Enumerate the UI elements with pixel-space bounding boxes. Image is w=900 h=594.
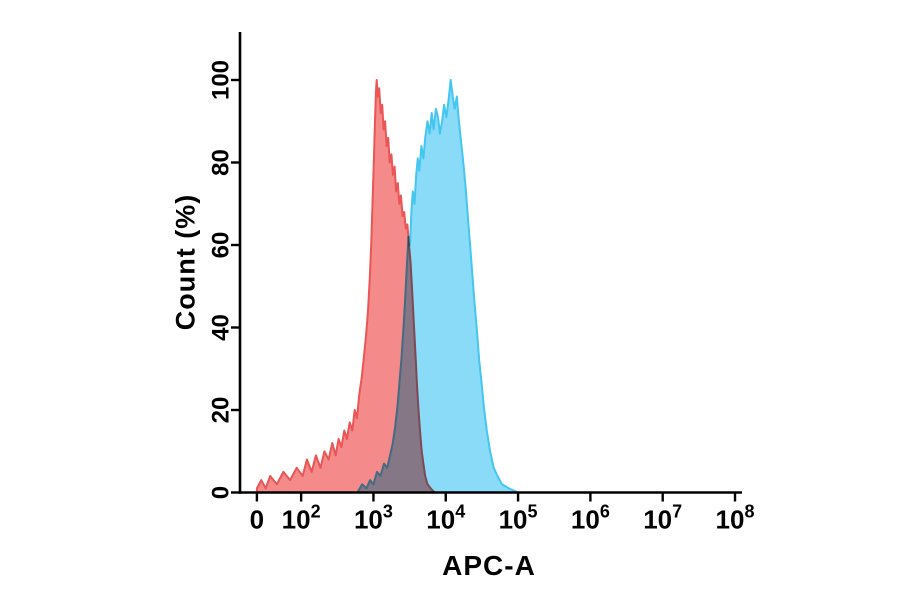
y-tick-label: 80 bbox=[207, 149, 234, 176]
x-tick-label: 107 bbox=[643, 502, 682, 535]
x-axis-title: APC-A bbox=[442, 550, 536, 581]
y-tick-label: 0 bbox=[207, 486, 234, 499]
series-group bbox=[255, 79, 520, 494]
x-tick-label: 105 bbox=[499, 502, 538, 535]
y-axis-title: Count (%) bbox=[170, 193, 201, 331]
x-tick-label: 0 bbox=[250, 505, 264, 535]
x-tick-label: 102 bbox=[282, 502, 321, 535]
y-tick-label: 60 bbox=[207, 232, 234, 259]
x-tick-label: 104 bbox=[426, 502, 465, 535]
y-tick-label: 100 bbox=[207, 60, 234, 100]
x-tick-label: 103 bbox=[354, 502, 393, 535]
blue-histogram-area bbox=[356, 79, 520, 494]
y-tick-label: 20 bbox=[207, 397, 234, 424]
axes-group: 0 20 40 60 80 100 0 102 103 104 105 106 107 108 bbox=[207, 32, 754, 535]
x-tick-label: 108 bbox=[716, 502, 755, 535]
y-tick-label: 40 bbox=[207, 314, 234, 341]
x-tick-label: 106 bbox=[571, 502, 610, 535]
